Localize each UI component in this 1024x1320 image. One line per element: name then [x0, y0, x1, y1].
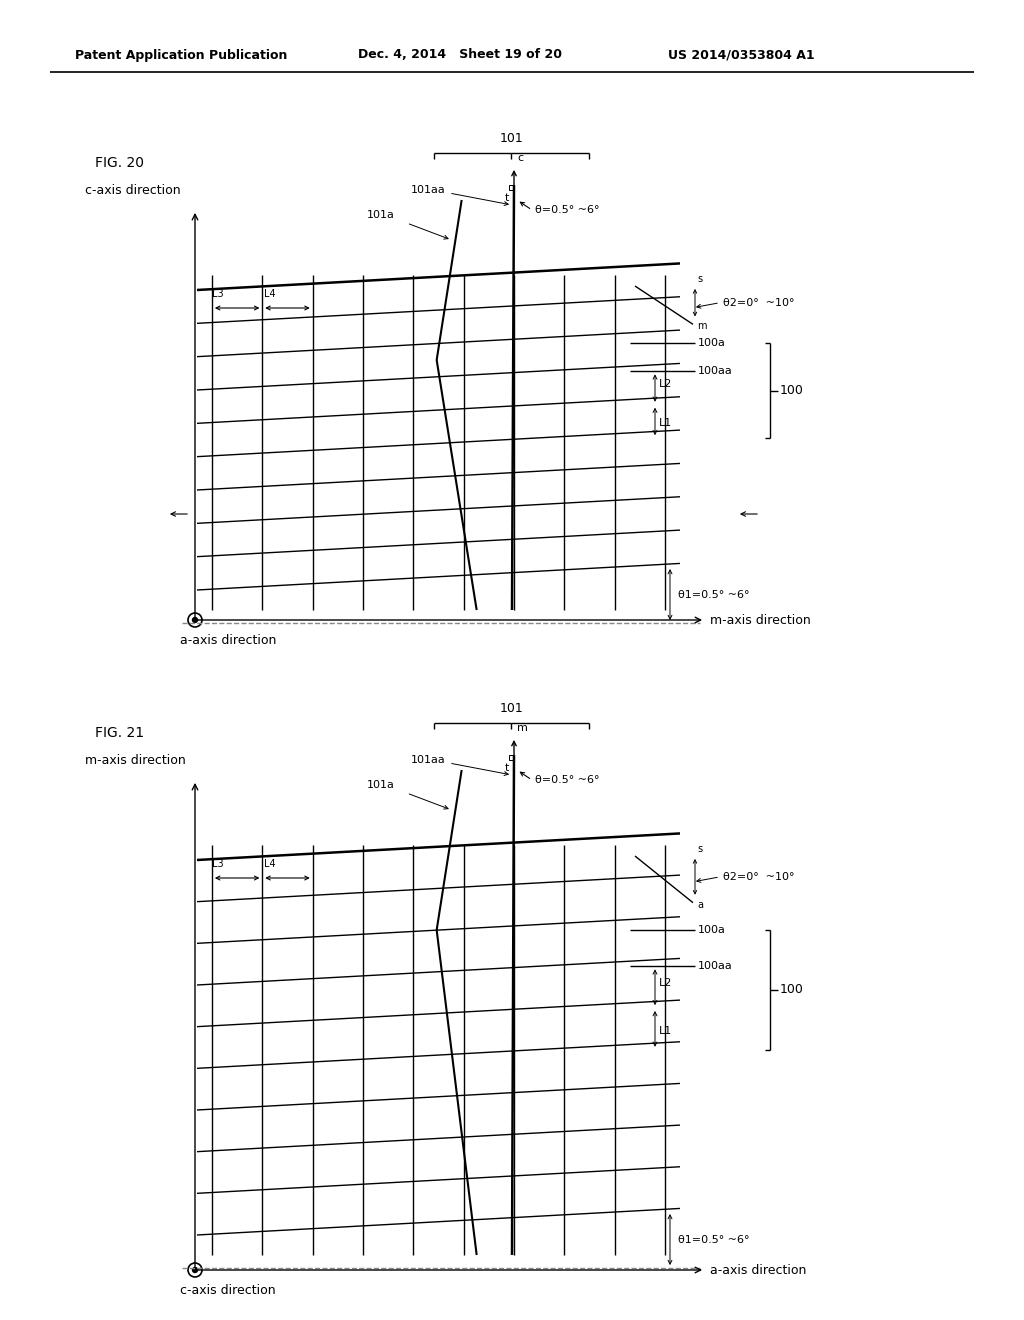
Text: s: s [697, 843, 702, 854]
Text: L3: L3 [212, 859, 223, 869]
Text: t: t [505, 763, 509, 774]
Text: θ2=0°  ~10°: θ2=0° ~10° [723, 298, 795, 308]
Bar [509, 185, 514, 190]
Text: c-axis direction: c-axis direction [85, 183, 180, 197]
Text: a-axis direction: a-axis direction [180, 634, 276, 647]
Text: c-axis direction: c-axis direction [180, 1283, 275, 1296]
Text: Patent Application Publication: Patent Application Publication [75, 49, 288, 62]
Text: t: t [505, 193, 509, 203]
Text: m-axis direction: m-axis direction [85, 754, 185, 767]
Text: θ1=0.5° ~6°: θ1=0.5° ~6° [678, 1234, 750, 1245]
Bar [509, 755, 514, 760]
Text: L4: L4 [264, 289, 275, 300]
Text: 100: 100 [780, 384, 804, 397]
Text: 101: 101 [500, 702, 523, 715]
Text: 100: 100 [780, 983, 804, 997]
Circle shape [193, 1267, 198, 1272]
Text: 101aa: 101aa [412, 185, 446, 195]
Text: FIG. 20: FIG. 20 [95, 156, 144, 170]
Circle shape [193, 618, 198, 623]
Text: m: m [697, 321, 707, 331]
Text: FIG. 21: FIG. 21 [95, 726, 144, 741]
Text: L1: L1 [659, 418, 672, 429]
Text: 101a: 101a [367, 780, 394, 789]
Text: θ=0.5° ~6°: θ=0.5° ~6° [535, 775, 599, 785]
Text: US 2014/0353804 A1: US 2014/0353804 A1 [668, 49, 815, 62]
Text: θ2=0°  ~10°: θ2=0° ~10° [723, 871, 795, 882]
Text: θ1=0.5° ~6°: θ1=0.5° ~6° [678, 590, 750, 599]
Text: 101aa: 101aa [412, 755, 446, 766]
Text: 100aa: 100aa [698, 961, 733, 972]
Text: L2: L2 [659, 379, 673, 389]
Text: a: a [697, 900, 703, 909]
Text: m-axis direction: m-axis direction [710, 614, 811, 627]
Text: m: m [517, 723, 528, 733]
Text: s: s [697, 275, 702, 284]
Text: L3: L3 [212, 289, 223, 300]
Text: L4: L4 [264, 859, 275, 869]
Text: Dec. 4, 2014   Sheet 19 of 20: Dec. 4, 2014 Sheet 19 of 20 [358, 49, 562, 62]
Text: 101a: 101a [367, 210, 394, 220]
Text: 100aa: 100aa [698, 367, 733, 376]
Text: 100a: 100a [698, 925, 726, 935]
Text: 101: 101 [500, 132, 523, 145]
Text: L1: L1 [659, 1026, 672, 1036]
Text: 100a: 100a [698, 338, 726, 348]
Text: c: c [517, 153, 523, 162]
Text: a-axis direction: a-axis direction [710, 1263, 806, 1276]
Text: L2: L2 [659, 978, 673, 989]
Text: θ=0.5° ~6°: θ=0.5° ~6° [535, 205, 599, 215]
